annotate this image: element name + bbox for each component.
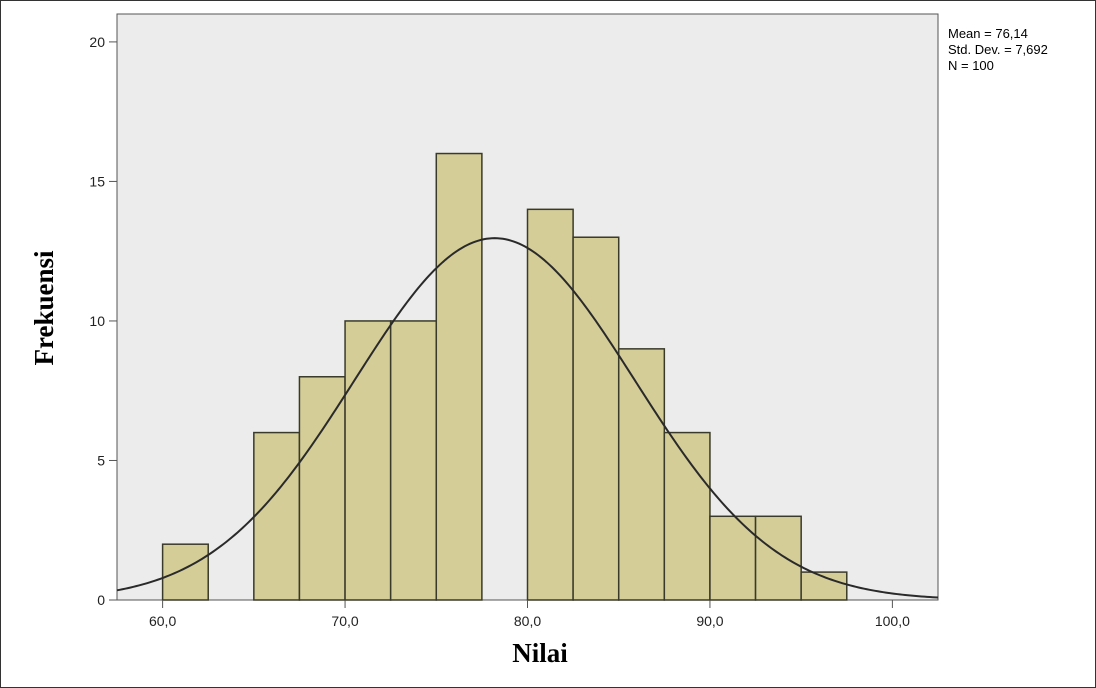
normal-curve <box>116 237 939 599</box>
histogram-bar <box>298 376 346 601</box>
histogram-bar <box>572 236 620 601</box>
histogram-bar <box>435 152 483 601</box>
histogram-bar <box>526 208 574 601</box>
histogram-bar <box>344 320 392 601</box>
y-tick-label: 5 <box>97 452 105 468</box>
x-axis-label: Nilai <box>512 638 568 668</box>
histogram-bar <box>389 320 438 601</box>
stat-mean: Mean = 76,14 <box>948 26 1028 41</box>
stat-std-dev: Std. Dev. = 7,692 <box>948 42 1048 57</box>
y-tick-label: 15 <box>89 173 105 189</box>
stat-n: N = 100 <box>948 58 994 73</box>
statistics-box: Mean = 76,14 Std. Dev. = 7,692 N = 100 <box>948 26 1048 74</box>
x-tick-label: 60,0 <box>149 613 176 629</box>
axes-layer: 0 5 10 15 20 60,0 70,0 80,0 90,0 100,0 <box>89 34 910 629</box>
histogram-bar <box>617 348 666 601</box>
x-tick-label: 80,0 <box>514 613 541 629</box>
x-tick-label: 100,0 <box>875 613 910 629</box>
x-tick-label: 70,0 <box>331 613 358 629</box>
histogram-bar <box>754 515 802 601</box>
histogram-bar <box>663 431 711 601</box>
histogram-bar <box>161 543 209 601</box>
y-axis-label: Frekuensi <box>29 250 59 366</box>
y-tick-label: 20 <box>89 34 105 50</box>
y-tick-label: 0 <box>97 592 105 608</box>
y-tick-label: 10 <box>89 313 105 329</box>
bars-layer <box>161 152 848 601</box>
x-tick-label: 90,0 <box>696 613 723 629</box>
histogram-bar <box>253 431 301 601</box>
